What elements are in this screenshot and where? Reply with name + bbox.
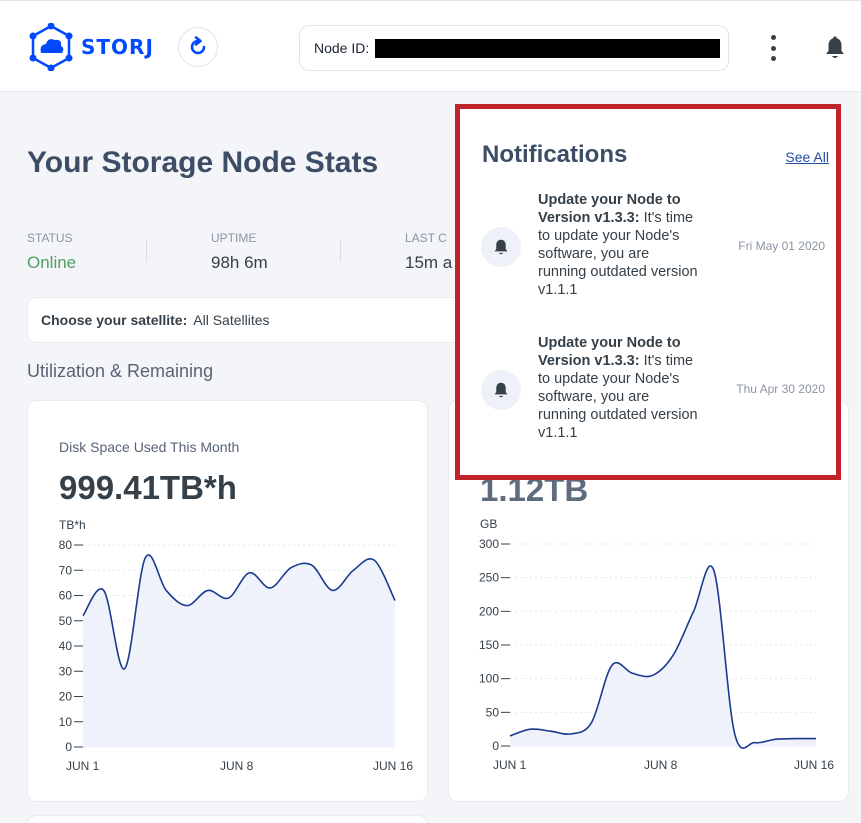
notification-text: Update your Node to Version v1.3.3: It's… bbox=[538, 191, 698, 299]
dot-icon bbox=[770, 35, 776, 40]
chart-series-line bbox=[82, 554, 396, 670]
chart-area-fill bbox=[510, 565, 816, 749]
node-id-value-redacted bbox=[375, 38, 721, 58]
notification-item[interactable]: Update your Node to Version v1.3.3: It's… bbox=[460, 332, 836, 452]
notification-item[interactable]: Update your Node to Version v1.3.3: It's… bbox=[460, 189, 836, 309]
satellite-selector[interactable]: Choose your satellite: All Satellites bbox=[27, 297, 467, 343]
y-tick-label: 100 bbox=[479, 672, 499, 686]
y-tick-label: 300 bbox=[479, 537, 499, 551]
chart-area-fill bbox=[83, 554, 395, 747]
x-tick-label: JUN 8 bbox=[220, 759, 254, 773]
dot-icon bbox=[770, 56, 776, 61]
notifications-panel: Notifications See All Update your Node t… bbox=[455, 104, 841, 480]
x-tick-label: JUN 8 bbox=[644, 758, 678, 772]
satellite-label: Choose your satellite: bbox=[41, 312, 188, 328]
y-tick-label: 30 bbox=[59, 664, 73, 678]
chart-series-line bbox=[509, 565, 817, 749]
status-label: STATUS bbox=[27, 231, 73, 245]
y-tick-label: 0 bbox=[65, 740, 72, 754]
y-tick-label: 20 bbox=[59, 690, 73, 704]
y-tick-label: 150 bbox=[479, 638, 499, 652]
bell-icon bbox=[826, 36, 844, 58]
storj-logo[interactable]: STORJ bbox=[27, 23, 154, 71]
chart-unit-label: GB bbox=[480, 517, 497, 531]
notification-body: It's time to update your Node's software… bbox=[538, 353, 698, 441]
stats-divider bbox=[146, 240, 147, 262]
notification-date: Thu Apr 30 2020 bbox=[736, 382, 825, 396]
top-header: STORJ Node ID: bbox=[0, 0, 861, 92]
node-id-label: Node ID: bbox=[314, 40, 370, 56]
y-tick-label: 200 bbox=[479, 604, 499, 618]
disk-card-value: 999.41TB*h bbox=[59, 469, 237, 506]
uptime-value: 98h 6m bbox=[211, 253, 268, 272]
refresh-button[interactable] bbox=[178, 27, 218, 67]
y-tick-label: 250 bbox=[479, 571, 499, 585]
notification-bell-icon bbox=[481, 227, 521, 267]
node-id-field[interactable]: Node ID: bbox=[299, 25, 729, 71]
logo-text: STORJ bbox=[81, 35, 154, 59]
notification-title: Update your Node to Version v1.3.3: bbox=[538, 335, 681, 369]
status-value: Online bbox=[27, 253, 77, 272]
x-tick-label: JUN 16 bbox=[373, 759, 413, 773]
y-tick-label: 10 bbox=[59, 715, 73, 729]
last-contact-label: LAST C bbox=[405, 231, 447, 245]
y-tick-label: 50 bbox=[486, 705, 500, 719]
notifications-button[interactable] bbox=[824, 36, 846, 65]
last-contact-value: 15m a bbox=[405, 253, 453, 272]
notification-text: Update your Node to Version v1.3.3: It's… bbox=[538, 334, 698, 442]
storj-logo-icon bbox=[29, 23, 73, 71]
y-tick-label: 0 bbox=[492, 739, 499, 753]
notification-body: It's time to update your Node's software… bbox=[538, 210, 698, 298]
uptime-label: UPTIME bbox=[211, 231, 257, 245]
disk-space-chart: TB*h 0 10 20 30 40 50 60 70 80 JUN 1 JUN 8 JUN 16 bbox=[59, 518, 414, 773]
x-tick-label: JUN 1 bbox=[493, 758, 527, 772]
x-tick-label: JUN 1 bbox=[66, 759, 100, 773]
bandwidth-chart: GB 0 50 100 150 200 250 300 JUN 1 JUN 8 JUN 16 bbox=[479, 517, 834, 772]
page-title: Your Storage Node Stats bbox=[27, 146, 379, 179]
x-tick-label: JUN 16 bbox=[794, 758, 834, 772]
satellite-value: All Satellites bbox=[193, 312, 270, 328]
disk-space-card: Disk Space Used This Month 999.41TB*h TB… bbox=[27, 400, 428, 802]
y-tick-label: 70 bbox=[59, 563, 73, 577]
y-tick-label: 60 bbox=[59, 589, 73, 603]
y-tick-label: 50 bbox=[59, 614, 73, 628]
y-tick-label: 40 bbox=[59, 639, 73, 653]
notification-bell-icon bbox=[481, 370, 521, 410]
stats-divider bbox=[340, 240, 341, 262]
refresh-icon bbox=[190, 36, 206, 55]
chart-unit-label: TB*h bbox=[59, 518, 86, 532]
see-all-link[interactable]: See All bbox=[785, 149, 829, 165]
section-title: Utilization & Remaining bbox=[27, 361, 214, 381]
notification-date: Fri May 01 2020 bbox=[738, 239, 825, 253]
notification-title: Update your Node to Version v1.3.3: bbox=[538, 192, 681, 226]
y-tick-label: 80 bbox=[59, 538, 73, 552]
dot-icon bbox=[770, 45, 776, 51]
more-options-button[interactable] bbox=[764, 33, 782, 63]
disk-card-subtitle: Disk Space Used This Month bbox=[59, 439, 240, 455]
notifications-title: Notifications bbox=[482, 141, 628, 168]
next-card bbox=[27, 815, 428, 823]
